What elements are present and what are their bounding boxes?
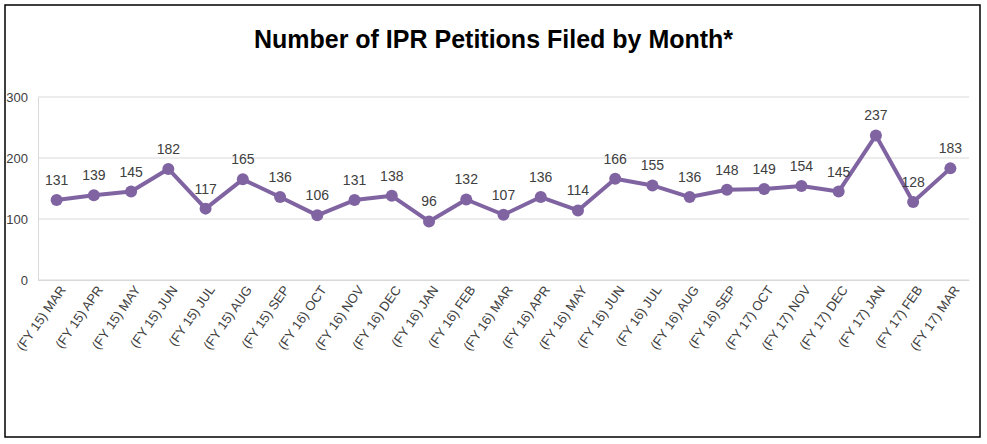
data-label: 117: [194, 181, 217, 197]
data-label: 96: [421, 193, 437, 209]
data-label: 149: [753, 161, 777, 177]
data-label: 155: [641, 157, 665, 173]
plot-area: [51, 129, 957, 227]
data-label: 114: [567, 182, 590, 198]
y-axis-line: [38, 98, 39, 281]
data-label: 136: [678, 169, 702, 185]
data-label: 131: [45, 172, 69, 188]
data-label: 106: [306, 187, 330, 203]
marker: [311, 209, 323, 221]
marker: [870, 129, 882, 141]
marker: [237, 173, 249, 185]
marker: [274, 191, 286, 203]
y-tick-label: 300: [6, 90, 28, 105]
y-tick: 300: [6, 90, 38, 105]
marker: [125, 186, 137, 198]
y-tick-label: 0: [21, 273, 28, 288]
marker: [200, 203, 212, 215]
data-label: 166: [604, 151, 628, 167]
grid-line: [38, 158, 969, 159]
marker: [88, 189, 100, 201]
marker: [386, 190, 398, 202]
data-label: 107: [492, 187, 516, 203]
data-label: 131: [343, 172, 367, 188]
marker: [460, 193, 472, 205]
data-labels: 131 139 145 182 117 165 136 106 131 138 96 132 107 13…: [45, 107, 962, 209]
data-label: 128: [901, 174, 925, 190]
line: [57, 135, 951, 221]
grid: [38, 97, 969, 280]
marker: [498, 209, 510, 221]
data-label: 136: [268, 169, 292, 185]
y-tick-label: 100: [6, 212, 28, 227]
marker: [907, 196, 919, 208]
marker: [684, 191, 696, 203]
marker: [423, 215, 435, 227]
x-tick: (FY 17) MAR: [907, 280, 963, 353]
data-label: 182: [157, 141, 181, 157]
data-label: 145: [119, 164, 143, 180]
grid-line: [38, 280, 969, 281]
data-label: 237: [864, 107, 888, 123]
marker: [758, 183, 770, 195]
marker: [609, 173, 621, 185]
data-label: 138: [380, 168, 404, 184]
y-tick: 200: [6, 151, 38, 166]
y-tick: 0: [21, 273, 38, 288]
marker: [572, 204, 584, 216]
marker: [535, 191, 547, 203]
data-label: 145: [827, 164, 851, 180]
data-label: 132: [455, 171, 479, 187]
grid-line: [38, 97, 969, 98]
y-tick: 100: [6, 212, 38, 227]
data-label: 154: [790, 158, 814, 174]
marker: [349, 194, 361, 206]
data-label: 148: [715, 162, 739, 178]
x-tick-label: (FY 17) MAR: [907, 283, 963, 354]
x-axis: (FY 15) MAR(FY 15) APR(FY 15) MAY(FY 15)…: [13, 280, 969, 353]
marker: [162, 163, 174, 175]
x-axis-line: [39, 280, 970, 281]
marker: [51, 194, 63, 206]
y-tick-label: 200: [6, 151, 28, 166]
frame: [5, 5, 980, 437]
data-label: 183: [939, 140, 963, 156]
data-label: 165: [231, 151, 255, 167]
marker: [646, 179, 658, 191]
data-label: 136: [529, 169, 553, 185]
marker: [721, 184, 733, 196]
data-label: 139: [82, 167, 106, 183]
title: Number of IPR Petitions Filed by Month*: [254, 25, 733, 53]
marker: [833, 186, 845, 198]
y-axis: 0 100 200 300: [6, 90, 38, 288]
marker: [795, 180, 807, 192]
marker: [944, 162, 956, 174]
